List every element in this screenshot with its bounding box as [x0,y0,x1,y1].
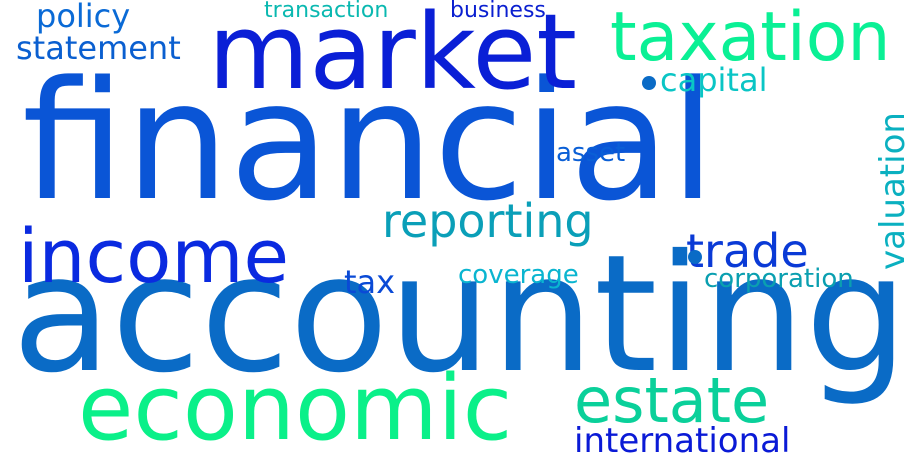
dot-marker [642,76,656,90]
word-valuation: valuation [873,112,913,270]
word-estate: estate [574,364,770,437]
word-corporation: corporation [704,264,854,294]
word-tax: tax [344,263,396,301]
word-financial: financial [22,46,716,237]
word-statement: statement [16,29,181,67]
word-business: business [450,0,546,23]
word-trade: trade [686,224,809,278]
word-asset: asset [556,138,626,168]
word-economic: economic [78,356,513,461]
word-reporting: reporting [382,194,594,248]
word-accounting: accounting [12,221,908,409]
word-transaction: transaction [264,0,389,23]
word-capital: capital [660,61,768,99]
word-international: international [574,421,791,461]
word-taxation: taxation [610,0,891,77]
word-coverage: coverage [458,260,579,290]
word-policy: policy [36,0,131,35]
word-market: market [208,0,578,113]
dot-marker [688,250,702,264]
word-income: income [18,214,290,300]
